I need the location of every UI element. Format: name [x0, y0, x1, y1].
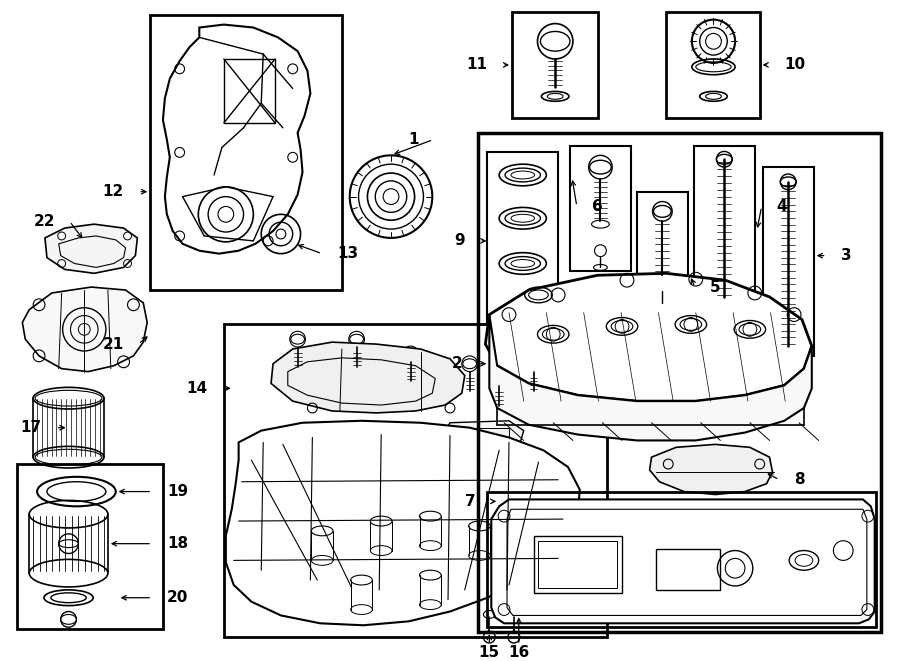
Bar — [538, 541, 617, 588]
Bar — [488, 492, 876, 627]
Polygon shape — [491, 500, 875, 623]
Text: 7: 7 — [465, 494, 475, 509]
Bar — [150, 15, 342, 290]
Bar — [762, 167, 814, 356]
Bar — [637, 192, 688, 305]
Text: 10: 10 — [784, 58, 806, 73]
Text: 1: 1 — [408, 132, 418, 147]
Polygon shape — [442, 421, 524, 454]
Text: 5: 5 — [709, 280, 720, 295]
Text: 11: 11 — [466, 58, 488, 73]
Text: 4: 4 — [777, 199, 787, 214]
Bar — [656, 549, 720, 590]
Bar — [224, 325, 608, 637]
Text: 9: 9 — [454, 233, 464, 249]
Polygon shape — [22, 287, 148, 371]
Text: 13: 13 — [337, 246, 358, 261]
Polygon shape — [650, 444, 772, 494]
Text: 6: 6 — [591, 199, 602, 214]
Bar — [534, 536, 622, 593]
Bar — [454, 428, 509, 449]
Text: 15: 15 — [479, 645, 500, 660]
Bar — [17, 464, 163, 629]
Text: 20: 20 — [166, 590, 188, 605]
Text: 18: 18 — [166, 536, 188, 551]
Bar — [488, 153, 558, 325]
Text: 2: 2 — [452, 356, 463, 371]
Text: 22: 22 — [33, 214, 55, 229]
Polygon shape — [45, 224, 138, 273]
Text: 19: 19 — [166, 484, 188, 499]
Text: 3: 3 — [842, 248, 852, 263]
Text: 14: 14 — [186, 381, 207, 396]
Text: 21: 21 — [103, 336, 123, 352]
Bar — [666, 12, 760, 118]
Bar — [224, 59, 275, 123]
Bar — [512, 12, 598, 118]
Polygon shape — [226, 421, 580, 625]
Polygon shape — [485, 273, 812, 401]
Polygon shape — [490, 315, 812, 440]
Text: 16: 16 — [508, 645, 529, 660]
Text: 8: 8 — [794, 472, 805, 487]
Text: 17: 17 — [20, 420, 41, 435]
Bar — [694, 145, 755, 305]
Text: 12: 12 — [103, 184, 123, 199]
Bar — [478, 133, 880, 632]
Bar — [570, 145, 631, 272]
Polygon shape — [271, 342, 464, 413]
